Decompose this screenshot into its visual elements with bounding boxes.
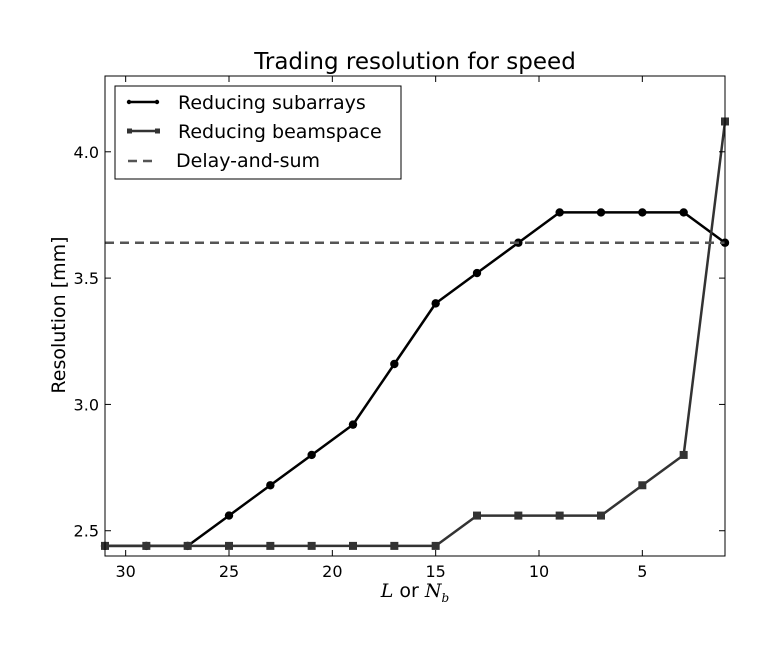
data-point [266,541,275,550]
data-point [349,541,357,550]
x-axis-label-var2: N [424,580,443,602]
data-point [472,268,482,278]
data-point [142,541,151,550]
legend-marker [155,128,160,134]
x-tick-label: 10 [529,562,549,581]
data-point [431,541,440,550]
data-point [596,208,606,217]
x-axis-label: L or Nb [380,580,449,605]
plot-frame [104,75,726,557]
data-point [390,541,399,550]
data-point [473,511,481,520]
y-tick-label: 2.5 [74,522,99,541]
legend-item: Delay-and-sum [128,150,320,172]
data-point [266,481,275,490]
legend-label: Reducing beamspace [178,121,382,143]
y-tick-label: 3.0 [74,395,99,414]
data-point [638,481,647,490]
data-point [597,511,605,520]
x-tick-label: 25 [219,562,239,581]
data-point [307,541,316,550]
data-point [390,359,399,369]
data-point [679,208,688,217]
data-point [183,541,192,550]
y-tick-label: 4.0 [74,143,99,162]
data-point [679,450,688,459]
legend-box [114,85,402,180]
legend-item: Reducing subarrays [126,92,366,114]
x-axis-label-connector: or [393,580,425,602]
data-point [224,511,234,520]
x-tick-label: 5 [637,562,647,581]
series-line [105,121,727,548]
x-tick-label: 20 [322,562,342,581]
data-point [225,541,233,550]
data-point [555,208,564,217]
legend-label: Reducing subarrays [178,92,366,114]
legend-item: Reducing beamspace [127,121,382,143]
legend-marker [126,99,132,105]
series-line [105,211,726,548]
data-point [348,420,358,429]
chart-title: Trading resolution for speed [253,49,576,75]
x-axis-label-var2-sub: b [442,591,450,605]
plot-area: 30 25 20 15 10 5 2.5 3.0 3.5 4.0 Reducing subarray… [74,75,730,581]
data-point [514,511,523,520]
y-axis-label: Resolution [mm] [48,236,70,393]
data-point [431,299,440,308]
legend: Reducing subarrays Reducing beamspace Dela… [114,85,402,180]
x-tick-label: 30 [115,562,135,581]
x-axis-label-var1: L [380,580,394,602]
data-point [555,511,564,520]
legend-label: Delay-and-sum [176,150,320,172]
y-tick-label: 3.5 [74,269,99,288]
data-point [307,450,316,460]
data-point [638,208,647,217]
legend-marker [127,128,132,134]
legend-marker [154,99,160,105]
x-tick-label: 15 [425,562,445,581]
